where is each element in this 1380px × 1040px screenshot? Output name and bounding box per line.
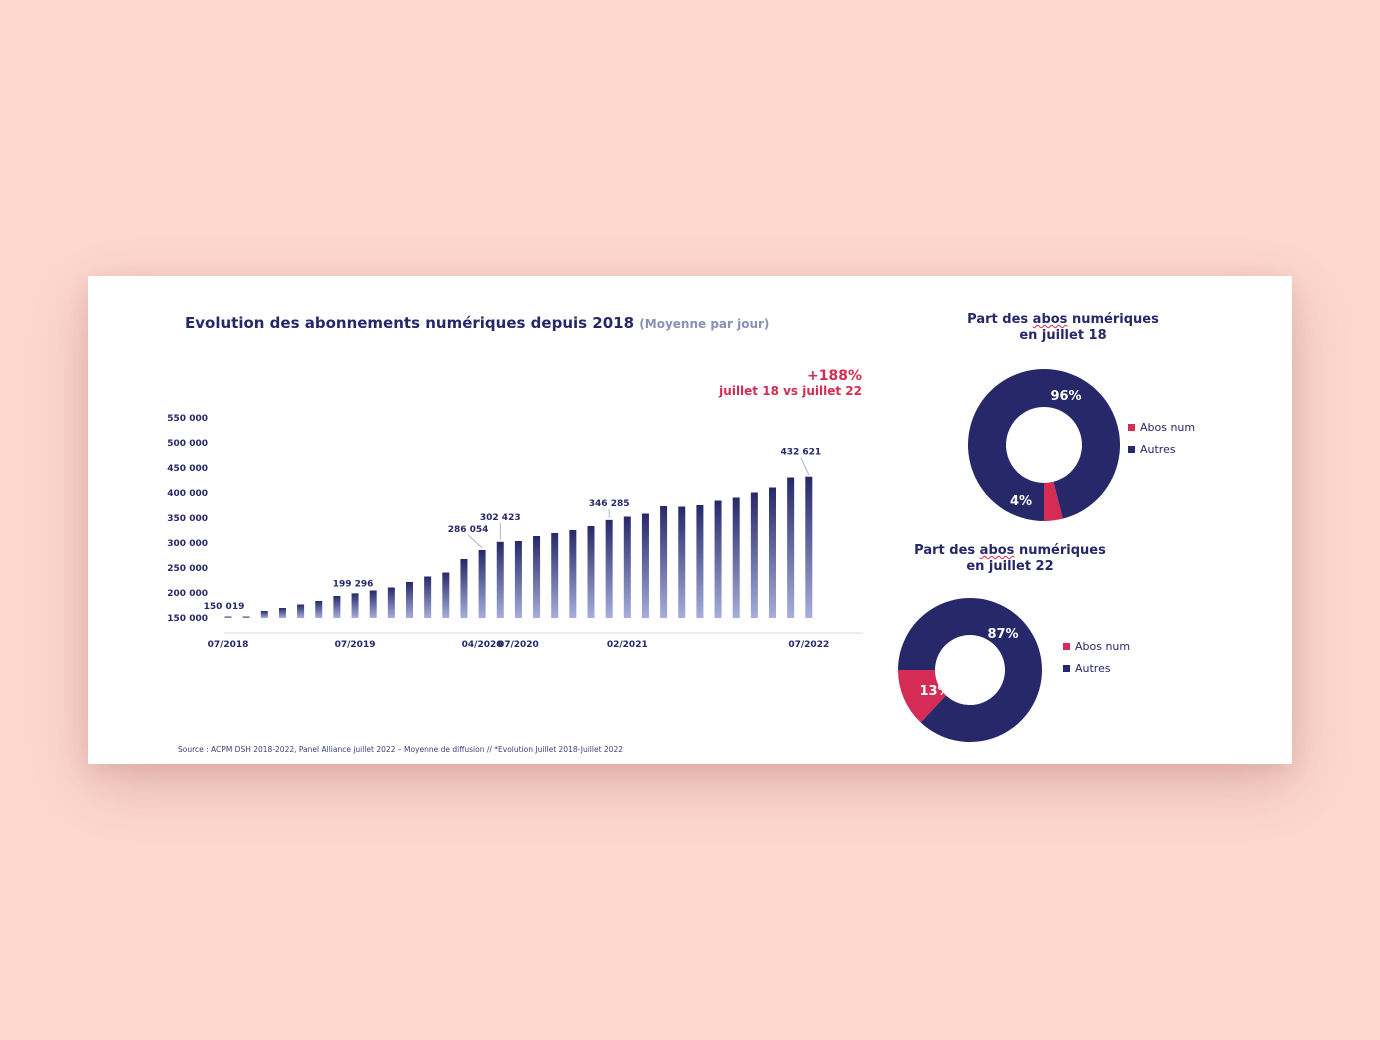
bar [514,541,522,618]
legend-item-autres: Autres [1063,657,1130,679]
donut-slice [1044,481,1063,521]
donut-slice [968,369,1120,521]
donut-2018-title: Part des abos numériques en juillet 18 [967,312,1159,343]
bar [587,526,595,618]
data-label: 346 285 [589,499,630,509]
chart-title-text: Evolution des abonnements numériques dep… [185,314,635,332]
bar [533,536,541,618]
y-tick-label: 450 000 [167,464,208,474]
bar [278,608,286,618]
donut-2022-legend: Abos num Autres [1063,635,1130,679]
chart-title: Evolution des abonnements numériques dep… [185,314,769,332]
y-tick-label: 400 000 [167,489,208,499]
donut-slice [898,598,1042,742]
bar [623,516,631,618]
source-note: Source : ACPM DSH 2018-2022, Panel Allia… [178,745,623,754]
bar [478,549,486,618]
data-label: 432 621 [780,448,821,458]
bar [297,604,305,618]
bar [605,519,613,618]
bar [406,582,413,618]
bar [369,590,377,618]
chart-subtitle: (Moyenne par jour) [639,317,770,331]
legend-swatch-autres [1128,445,1135,453]
bar [551,533,559,618]
data-label: 302 423 [480,513,521,523]
bar [769,487,776,618]
x-tick-label: 07/2018 [208,640,249,650]
bar [805,476,813,618]
data-label-leader [467,534,483,549]
donut-chart-2018: 4% 96% [968,369,1120,521]
bar [351,593,359,618]
y-tick-label: 350 000 [167,514,208,524]
bar [242,616,250,618]
bar [333,596,341,618]
data-label: 286 054 [448,525,489,535]
bar [315,601,323,618]
legend-swatch-abos-num [1128,423,1135,431]
bar [750,492,758,618]
bar [641,513,649,618]
data-label: 199 296 [333,579,374,589]
bar [387,587,395,618]
bar [787,477,795,618]
legend-item-abos-num: Abos num [1063,635,1130,657]
growth-percentage: +188% [807,368,862,384]
legend-swatch-autres [1063,664,1070,672]
donut-slice-label: 13% [919,684,950,699]
bar [660,506,668,618]
bar [260,611,268,618]
donut-slice-label: 96% [1050,389,1081,404]
donut-2018-legend: Abos num Autres [1128,416,1195,460]
bar [569,530,577,618]
y-tick-label: 150 000 [167,614,208,624]
infographic-card: Evolution des abonnements numériques dep… [88,276,1292,764]
x-tick-label: 07/2020 [498,640,539,650]
bar [696,505,704,618]
y-tick-label: 250 000 [167,564,208,574]
donut-slice [898,670,947,723]
donut-chart-2022: 13% 87% [898,598,1042,742]
x-tick-label: 04/2020 [462,640,503,650]
legend-swatch-abos-num [1063,642,1070,650]
y-tick-label: 200 000 [167,589,208,599]
donut-slice-label: 4% [1010,494,1032,509]
bar [424,576,432,618]
bar [224,616,232,618]
growth-highlight: +188% juillet 18 vs juillet 22 [719,368,862,398]
donut-slice-label: 87% [987,627,1018,642]
bar [496,541,504,618]
legend-item-autres: Autres [1128,438,1195,460]
bar [732,497,740,618]
bar [442,572,450,618]
growth-period: juillet 18 vs juillet 22 [719,384,862,398]
data-label-leader [800,457,810,475]
bar [460,559,468,618]
bar [678,506,686,618]
x-tick-label: 02/2021 [607,640,648,650]
x-tick-label: 07/2019 [335,640,376,650]
x-tick-label: 07/2022 [788,640,829,650]
bar-chart: 150 000 200 000 250 000 300 000 350 000 400 0… [167,414,863,650]
data-label: 150 019 [204,602,245,612]
y-tick-label: 550 000 [167,414,208,424]
y-tick-label: 300 000 [167,539,208,549]
y-tick-label: 500 000 [167,439,208,449]
legend-item-abos-num: Abos num [1128,416,1195,438]
bar [714,500,722,618]
donut-2022-title: Part des abos numériques en juillet 22 [914,543,1106,574]
